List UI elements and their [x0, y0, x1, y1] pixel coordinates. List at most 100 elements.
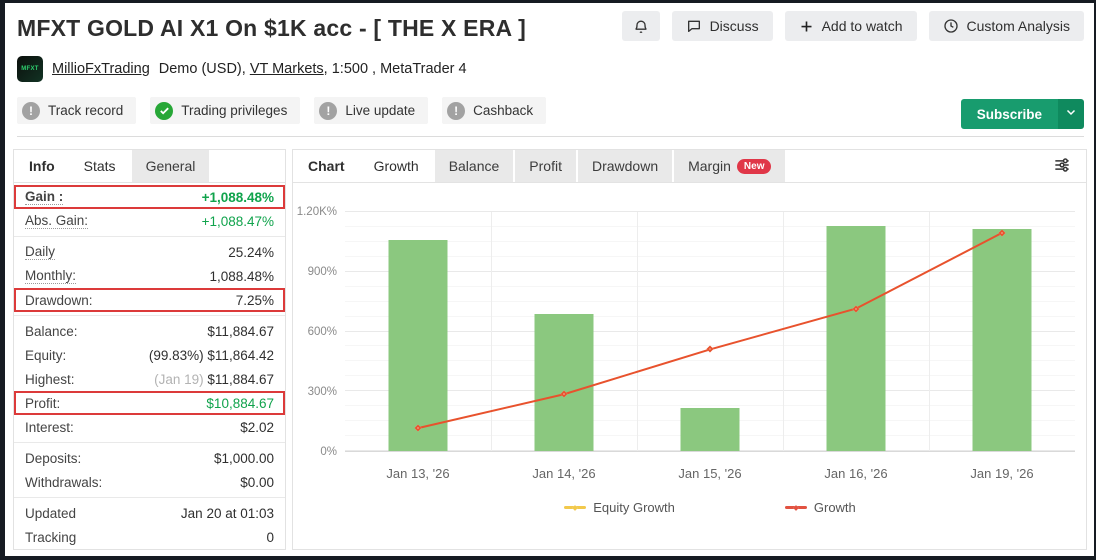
tab-drawdown[interactable]: Drawdown — [577, 150, 673, 182]
account-avatar: MFXT — [17, 56, 43, 82]
subscribe-dropdown[interactable] — [1058, 99, 1084, 129]
tab-balance[interactable]: Balance — [434, 150, 514, 182]
stat-value: (99.83%) $11,864.42 — [148, 347, 274, 363]
x-axis-tick: Jan 14, '26 — [532, 466, 596, 481]
subscribe-button[interactable]: Subscribe — [960, 99, 1084, 129]
new-badge: New — [736, 158, 772, 174]
tab-margin[interactable]: Margin New — [674, 150, 786, 182]
stat-label: Drawdown: — [25, 292, 93, 308]
growth-bar[interactable] — [388, 239, 448, 451]
plot-area[interactable] — [345, 211, 1075, 452]
tab-label: Growth — [373, 158, 419, 174]
exclamation-circle-icon: ! — [319, 101, 338, 120]
major-gridline — [345, 270, 1075, 272]
account-row: MFXT MillioFxTrading Demo (USD), VT Mark… — [17, 56, 1084, 82]
stat-row-highest: Highest: (Jan 19) $11,884.67 — [14, 367, 285, 391]
sliders-icon — [1052, 155, 1072, 178]
tab-label: Margin — [688, 158, 731, 174]
stat-label: Tracking — [25, 529, 77, 545]
page-header: MFXT GOLD AI X1 On $1K acc - [ THE X ERA… — [5, 3, 1094, 137]
stat-row-monthly: Monthly: 1,088.48% — [14, 264, 285, 288]
info-tabstrip: Info Stats General — [14, 150, 285, 183]
stat-row-withdrawals: Withdrawals: $0.00 — [14, 470, 285, 494]
badge-live-update[interactable]: ! Live update — [314, 97, 429, 124]
tab-stats[interactable]: Stats — [69, 150, 130, 182]
chart-legend: Equity Growth Growth — [345, 500, 1075, 515]
stat-value: 25.24% — [228, 244, 274, 260]
growth-chart: 1.20K% 900% 600% 300% 0% Jan 13, '26 Jan 14, … — [297, 206, 1075, 515]
y-axis-tick: 0% — [320, 446, 337, 458]
badge-trading-privileges[interactable]: Trading privileges — [150, 97, 301, 124]
stat-label[interactable]: Abs. Gain: — [25, 213, 89, 229]
stat-value: 0 — [266, 529, 274, 545]
chart-settings-button[interactable] — [1038, 150, 1086, 182]
stat-label: Equity: — [25, 347, 67, 363]
y-axis-tick: 600% — [307, 326, 337, 338]
stat-value: $1,000.00 — [213, 450, 274, 466]
custom-analysis-button[interactable]: Custom Analysis — [928, 11, 1084, 41]
stat-label[interactable]: Gain : — [25, 189, 64, 205]
minor-gridline — [345, 405, 1075, 407]
info-panel-label: Info — [29, 158, 55, 174]
stat-label: Highest: — [25, 371, 75, 387]
tab-profit[interactable]: Profit — [515, 150, 576, 182]
badge-label: Track record — [48, 103, 124, 118]
minor-gridline — [345, 375, 1075, 377]
minor-gridline — [345, 315, 1075, 317]
chart-tabstrip: Chart Growth Balance Profit Drawdown Margin N… — [293, 150, 1086, 183]
growth-bar[interactable] — [534, 313, 594, 451]
chat-icon — [686, 18, 702, 34]
x-axis-tick: Jan 19, '26 — [970, 466, 1034, 481]
stat-label[interactable]: Daily — [25, 244, 56, 260]
badge-cashback[interactable]: ! Cashback — [442, 97, 547, 124]
broker-link[interactable]: VT Markets — [249, 61, 324, 77]
badge-track-record[interactable]: ! Track record — [17, 97, 137, 124]
add-to-watch-label: Add to watch — [821, 18, 903, 34]
growth-bar[interactable] — [826, 225, 886, 451]
minor-gridline — [345, 255, 1075, 257]
stat-label[interactable]: Monthly: — [25, 268, 77, 284]
major-gridline — [345, 211, 1075, 212]
tab-general[interactable]: General — [131, 150, 210, 182]
notifications-button[interactable] — [621, 11, 660, 41]
stat-label: Profit: — [25, 395, 61, 411]
stat-row-deposits: Deposits: $1,000.00 — [14, 446, 285, 470]
vertical-gridline — [929, 212, 930, 451]
growth-line — [345, 212, 1075, 451]
minor-gridline — [345, 240, 1075, 242]
stat-value: (Jan 19) $11,884.67 — [154, 371, 274, 387]
page-title: MFXT GOLD AI X1 On $1K acc - [ THE X ERA… — [17, 15, 526, 41]
discuss-button[interactable]: Discuss — [671, 11, 773, 41]
stat-row-profit: Profit: $10,884.67 — [14, 391, 285, 415]
exclamation-circle-icon: ! — [447, 101, 466, 120]
badge-label: Trading privileges — [181, 103, 288, 118]
growth-bar[interactable] — [680, 408, 740, 451]
account-meta: Demo (USD), VT Markets, 1:500 , MetaTrad… — [159, 61, 467, 77]
stat-value: $10,884.67 — [206, 395, 274, 411]
stat-row-interest: Interest: $2.02 — [14, 415, 285, 439]
check-circle-icon — [155, 101, 174, 120]
add-to-watch-button[interactable]: Add to watch — [784, 11, 917, 41]
stat-label: Balance: — [25, 323, 78, 339]
stat-value: +1,088.48% — [201, 189, 274, 205]
account-name-link[interactable]: MillioFxTrading — [52, 61, 150, 77]
x-axis-tick: Jan 15, '26 — [678, 466, 742, 481]
legend-item-equity-growth[interactable]: Equity Growth — [564, 500, 675, 515]
legend-marker-icon — [564, 504, 587, 511]
chart-panel: Chart Growth Balance Profit Drawdown Margin N… — [292, 149, 1087, 550]
tab-label: General — [145, 158, 196, 174]
legend-item-growth[interactable]: Growth — [784, 500, 856, 515]
row-divider — [14, 236, 285, 237]
minor-gridline — [345, 285, 1075, 287]
stat-row-drawdown: Drawdown: 7.25% — [14, 288, 285, 312]
stat-label: Updated — [25, 505, 77, 521]
growth-bar[interactable] — [972, 228, 1032, 451]
legend-marker-icon — [784, 504, 807, 511]
stat-value: $2.02 — [240, 419, 274, 435]
tab-growth[interactable]: Growth — [359, 150, 433, 182]
tab-label: Stats — [83, 158, 116, 174]
x-axis-tick: Jan 16, '26 — [824, 466, 888, 481]
stat-value: +1,088.47% — [201, 213, 274, 229]
custom-analysis-label: Custom Analysis — [966, 18, 1070, 34]
stats-rows: Gain : +1,088.48% Abs. Gain: +1,088.47% Dail… — [14, 183, 285, 549]
